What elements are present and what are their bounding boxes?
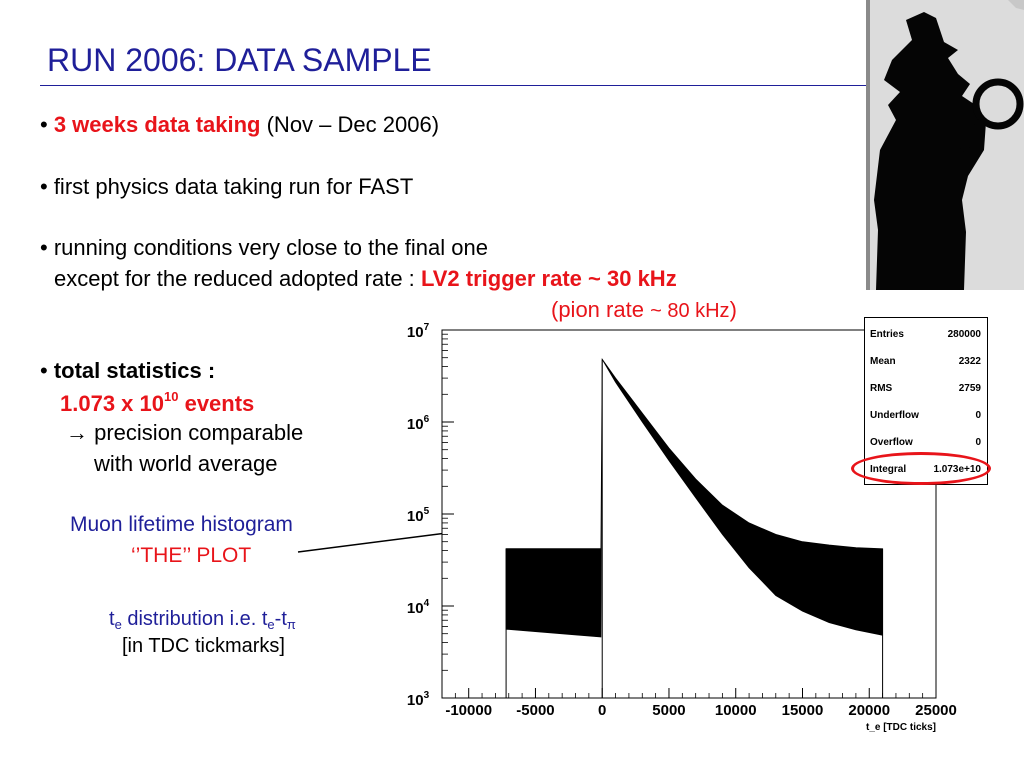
title-divider — [40, 85, 870, 86]
weeks-dates: (Nov – Dec 2006) — [266, 112, 440, 137]
mean-label: Mean — [870, 355, 896, 367]
the-plot-caption: ‘’THE’’ PLOT — [131, 544, 252, 567]
slide-title: RUN 2006: DATA SAMPLE — [47, 42, 432, 78]
bullet-weeks: • 3 weeks data taking (Nov – Dec 2006) — [40, 112, 439, 138]
bullet-marker: • — [40, 112, 48, 137]
overflow-label: Overflow — [870, 436, 913, 448]
rms-value: 2759 — [958, 382, 981, 394]
underflow-value: 0 — [975, 409, 981, 421]
stats-row-entries: Entries 280000 — [870, 327, 981, 341]
pion-rate-c: ) — [729, 297, 737, 322]
underflow-label: Underflow — [870, 409, 919, 421]
events-exponent: 10 — [163, 389, 179, 404]
integral-highlight-circle — [851, 452, 991, 485]
x-tick-label: -10000 — [445, 702, 492, 719]
distribution-caption: te distribution i.e. te-tπ — [109, 608, 296, 632]
stats-row-mean: Mean 2322 — [870, 354, 981, 368]
dist-t: t — [109, 608, 115, 630]
weeks-highlight: 3 weeks data taking — [53, 112, 261, 137]
stats-row-overflow: Overflow 0 — [870, 435, 981, 449]
rate-prefix: except for the reduced adopted rate : — [54, 266, 415, 291]
pion-rate-a: (pion rate — [551, 297, 644, 322]
arrow-right-icon: → — [66, 420, 88, 445]
histogram-caption: Muon lifetime histogram — [70, 513, 293, 536]
bullet-conditions: • running conditions very close to the f… — [40, 235, 488, 260]
entries-value: 280000 — [947, 328, 981, 340]
statistics-heading: total statistics : — [53, 358, 216, 383]
stats-row-underflow: Underflow 0 — [870, 408, 981, 422]
stats-row-rms: RMS 2759 — [870, 381, 981, 395]
world-average-line: with world average — [94, 451, 278, 476]
y-tick-label: 106 — [407, 414, 430, 433]
dist-mid: distribution i.e. t — [121, 608, 268, 630]
entries-label: Entries — [870, 328, 904, 340]
x-tick-label: 10000 — [715, 702, 757, 719]
x-tick-label: 5000 — [652, 702, 685, 719]
precision-line: → precision comparable — [66, 420, 303, 446]
bullet-conditions-rate: except for the reduced adopted rate : LV… — [54, 266, 677, 292]
detective-silhouette-image — [866, 0, 1024, 290]
y-tick-label: 104 — [407, 598, 430, 617]
events-base: 1.073 x 10 — [60, 391, 164, 416]
x-tick-label: 25000 — [915, 702, 957, 719]
bullet-statistics: • total statistics : — [40, 358, 215, 384]
dist-sub-e1: e — [114, 617, 122, 632]
x-tick-label: 20000 — [848, 702, 890, 719]
x-tick-label: -5000 — [516, 702, 554, 719]
tdc-caption: [in TDC tickmarks] — [122, 635, 285, 657]
lv2-rate: LV2 trigger rate ~ 30 kHz — [420, 266, 677, 291]
dist-sub-pi: π — [286, 617, 296, 632]
rms-label: RMS — [870, 382, 893, 394]
dist-dash: -t — [274, 608, 287, 630]
pion-rate: (pion rate ~ 80 kHz) — [551, 297, 737, 323]
precision-text: precision comparable — [94, 420, 304, 445]
pion-rate-b: ~ 80 kHz — [650, 300, 730, 322]
x-tick-label: 15000 — [782, 702, 824, 719]
x-tick-label: 0 — [598, 702, 606, 719]
bullet-first-run: • first physics data taking run for FAST — [40, 174, 414, 199]
mean-value: 2322 — [958, 355, 981, 367]
bullet-marker: • — [40, 358, 48, 383]
events-unit: events — [184, 391, 255, 416]
plot-frame — [441, 329, 937, 699]
x-axis-label: t_e [TDC ticks] — [866, 722, 936, 733]
events-count: 1.073 x 1010 events — [60, 389, 254, 417]
dist-sub-e2: e — [267, 617, 275, 632]
y-tick-label: 105 — [407, 506, 430, 525]
muon-lifetime-histogram: -10000 -5000 0 5000 10000 15000 20000 25000 103 1… — [407, 322, 957, 733]
overflow-value: 0 — [975, 436, 981, 448]
y-tick-label: 107 — [407, 322, 430, 341]
y-tick-label: 103 — [407, 690, 430, 709]
